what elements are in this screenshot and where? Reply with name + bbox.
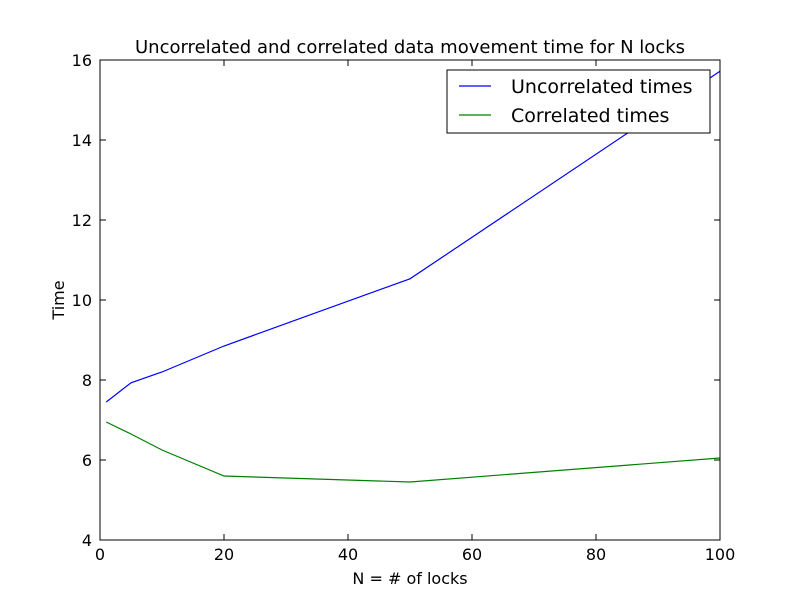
legend-box: [446, 69, 711, 134]
x-axis-label: N = # of locks: [352, 569, 467, 588]
chart-title: Uncorrelated and correlated data movemen…: [135, 37, 685, 58]
x-tick-label-0: 0: [95, 545, 105, 564]
x-tick-label-3: 60: [462, 545, 482, 564]
series-line-0: [105, 70, 721, 403]
y-tick-label-6: 16: [72, 51, 92, 70]
y-tick-label-2: 8: [82, 371, 92, 390]
x-tick-label-4: 80: [586, 545, 606, 564]
ticks-layer: 0 20 40 60 80 100 4 6 8 10 12 14 16: [72, 51, 736, 564]
y-tick-label-0: 4: [82, 531, 92, 550]
y-tick-label-4: 12: [72, 211, 92, 230]
y-tick-label-3: 10: [72, 291, 92, 310]
x-tick-label-5: 100: [705, 545, 736, 564]
x-tick-label-1: 20: [214, 545, 234, 564]
series-layer: [105, 70, 721, 483]
y-tick-label-1: 6: [82, 451, 92, 470]
series-line-1: [105, 421, 721, 483]
y-axis-label: Time: [49, 280, 68, 320]
legend: Uncorrelated times Correlated times: [446, 69, 711, 134]
plot-frame: [99, 59, 721, 541]
y-tick-label-5: 14: [72, 131, 92, 150]
legend-label-uncorrelated: Uncorrelated times: [511, 76, 693, 98]
legend-label-correlated: Correlated times: [511, 105, 669, 127]
x-tick-label-2: 40: [338, 545, 358, 564]
